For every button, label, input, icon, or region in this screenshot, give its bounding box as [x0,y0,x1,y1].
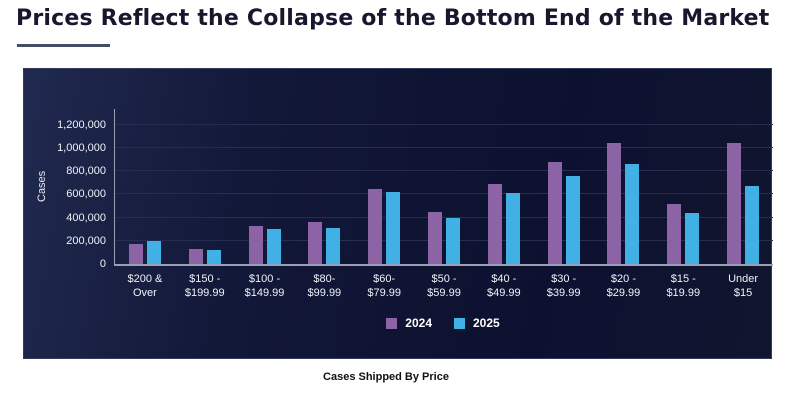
bar-2024-0 [128,243,143,264]
bar-2024-4 [368,188,383,264]
y-axis-tick-label: 600,000 [66,188,106,201]
gridline [115,123,773,125]
x-axis-tick-label: $100 - $149.99 [244,273,285,299]
legend-label: 2025 [473,316,500,330]
y-axis-tick-label: 400,000 [66,211,106,224]
bar-2025-0 [146,241,161,264]
x-axis-tick-label: $15 - $19.99 [666,273,701,299]
gridline [115,170,773,172]
x-axis-tick-label: $20 - $29.99 [606,273,641,299]
chart-panel: Cases 0 200,000 400,000 600,000 800,000 1,000… [23,68,773,359]
bar-2024-5 [428,212,442,264]
bar-2025-1 [206,250,221,264]
y-axis-tick-label: 0 [99,258,106,270]
bar-2025-10 [745,185,760,264]
x-axis-tick-label: $200 & Over [127,273,163,299]
legend-swatch-2025 [454,317,465,329]
bar-2024-9 [667,203,682,264]
x-axis-tick-label: $150 - $199.99 [184,273,225,299]
plot-area: 0 200,000 400,000 600,000 800,000 1,000,000 1,… [57,109,773,299]
x-axis-tick-label: $60- $79.99 [367,273,401,299]
y-axis-tick-label: 800,000 [66,165,106,178]
bar-2025-2 [266,228,281,264]
chart-caption: Cases Shipped By Price [323,371,449,383]
legend-item-2024: 2024 [386,316,432,330]
gridline [115,146,773,148]
legend-swatch-2024 [386,317,398,329]
bar-2025-9 [685,212,700,264]
bar-2024-6 [487,183,502,264]
x-axis-tick-label: Under $15 [728,273,759,299]
page-title: Prices Reflect the Collapse of the Botto… [16,6,770,31]
gridline [115,239,773,241]
bar-2024-8 [607,143,622,264]
bar-2025-3 [326,228,341,264]
bar-2025-7 [565,175,580,264]
legend-label: 2024 [405,316,432,330]
gridline [115,193,773,195]
bar-2024-2 [248,226,263,264]
y-axis-tick-label: 1,000,000 [57,141,106,154]
y-axis-tick-label: 1,200,000 [57,118,106,131]
title-underline [17,44,110,47]
bar-2025-6 [505,192,520,264]
gridline [115,216,773,218]
x-axis-tick-label: $40 - $49.99 [486,273,521,299]
bar-2024-10 [727,143,742,264]
x-axis-tick-label: $80- $99.99 [307,273,342,299]
bar-2025-5 [446,217,460,264]
x-axis-tick-label: $30 - $39.99 [546,273,581,299]
bar-2025-8 [625,163,640,264]
x-axis-tick-label: $50 - $59.99 [427,273,461,299]
bar-2024-1 [188,248,203,264]
bar-2024-7 [547,161,562,264]
y-axis-tick-label: 200,000 [66,234,106,247]
legend-item-2025: 2025 [454,316,500,330]
bar-2025-4 [386,192,401,264]
bar-2024-3 [308,222,323,264]
chart-legend: 2024 2025 [114,316,772,330]
